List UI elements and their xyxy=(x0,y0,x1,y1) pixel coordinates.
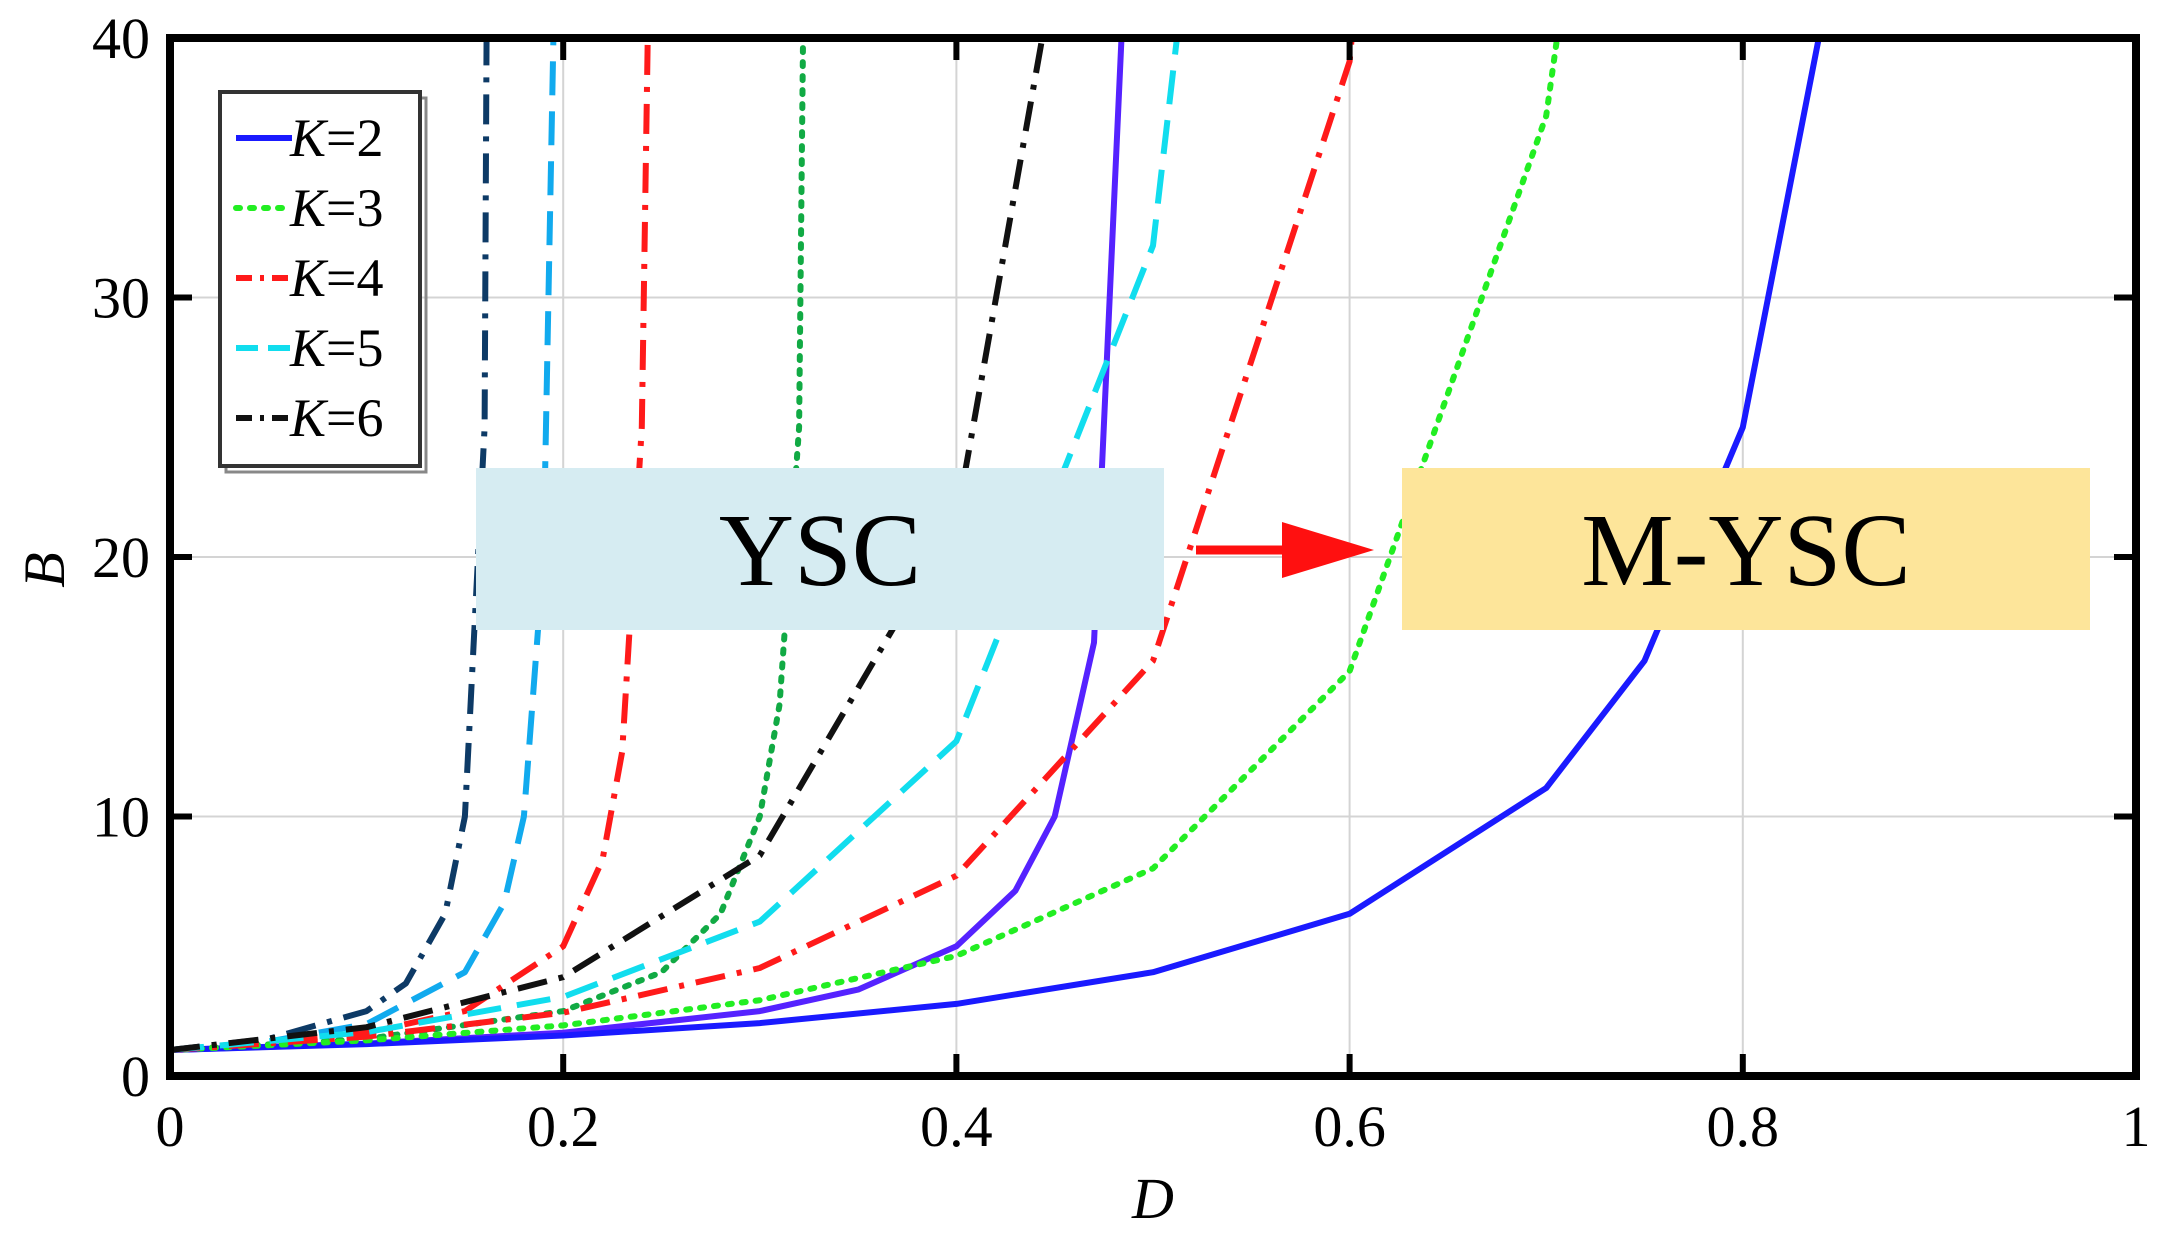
annotations: YSC M-YSC xyxy=(476,468,2090,630)
y-tick-label: 0 xyxy=(121,1044,150,1109)
x-tick-label: 0.4 xyxy=(920,1094,993,1159)
y-axis-label: B xyxy=(12,552,77,587)
legend-box xyxy=(218,90,422,468)
annotation-label-m-ysc: M-YSC xyxy=(1581,493,1910,608)
annotation-label-ysc: YSC xyxy=(719,493,921,608)
annotation-box-ysc xyxy=(476,468,1164,630)
x-tick-label: 0.2 xyxy=(527,1094,600,1159)
x-tick-label: 0.8 xyxy=(1707,1094,1780,1159)
x-tick-label: 0 xyxy=(156,1094,185,1159)
arrow-head xyxy=(1282,522,1374,578)
series-line-m-ysc-k4 xyxy=(170,38,1355,1053)
legend-label-k5: K=5 xyxy=(289,318,384,378)
series-group xyxy=(170,38,1822,1053)
y-tick-label: 40 xyxy=(92,6,150,71)
series-line-m-ysc-k2 xyxy=(170,38,1822,1053)
x-axis-label: D xyxy=(1131,1166,1174,1231)
legend-label-k2: K=2 xyxy=(289,108,384,168)
x-tick-label: 1 xyxy=(2122,1094,2151,1159)
series-line-m-ysc-k3 xyxy=(170,38,1561,1053)
x-tick-label: 0.6 xyxy=(1313,1094,1386,1159)
legend-label-k3: K=3 xyxy=(289,178,384,238)
y-tick-label: 20 xyxy=(92,525,150,590)
y-tick-label: 10 xyxy=(92,785,150,850)
y-tick-label: 30 xyxy=(92,266,150,331)
series-line-ysc-k6 xyxy=(170,38,490,1053)
annotation-box-m-ysc xyxy=(1402,468,2090,630)
legend-label-k6: K=6 xyxy=(289,388,384,448)
legend: K=2 K=3 K=4 K=5 K=6 xyxy=(218,90,428,474)
series-line-m-ysc-k5 xyxy=(170,38,1180,1053)
legend-label-k4: K=4 xyxy=(289,248,384,308)
